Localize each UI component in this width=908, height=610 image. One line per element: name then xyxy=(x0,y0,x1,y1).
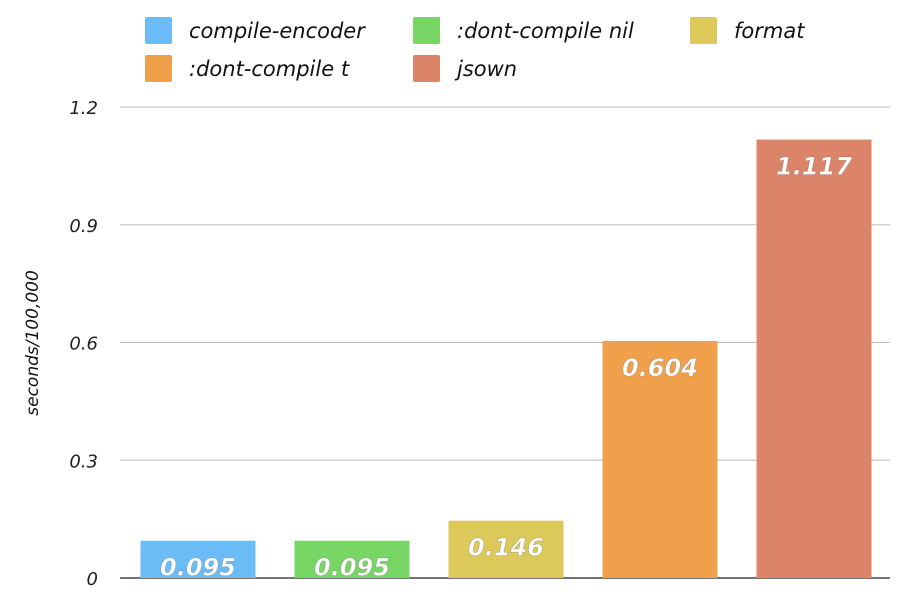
legend-label: jsown xyxy=(457,56,518,81)
bar-value-label: 0.146 xyxy=(468,534,544,562)
legend-swatch xyxy=(413,17,440,44)
bar xyxy=(602,340,718,578)
y-axis-label: seconds/100,000 xyxy=(23,270,43,416)
legend-item: format xyxy=(690,17,804,44)
legend-item: compile-encoder xyxy=(145,17,365,44)
legend-swatch xyxy=(413,55,440,82)
bar xyxy=(756,139,872,578)
bar xyxy=(448,520,564,578)
bar xyxy=(294,540,410,578)
y-tick-label: 0.3 xyxy=(69,451,98,472)
y-tick-label: 0.6 xyxy=(69,334,98,355)
bar-value-label: 0.095 xyxy=(314,554,390,582)
legend-label: compile-encoder xyxy=(189,18,365,43)
bar-value-label: 0.095 xyxy=(160,554,236,582)
bar-value-label: 0.604 xyxy=(622,354,698,382)
y-tick-label: 0.9 xyxy=(69,216,98,237)
legend-swatch xyxy=(145,17,172,44)
bar xyxy=(140,540,256,578)
legend-item: :dont-compile t xyxy=(145,55,349,82)
y-tick-label: 0 xyxy=(87,569,98,590)
legend-item: jsown xyxy=(413,55,517,82)
bar-value-label: 1.117 xyxy=(776,153,852,181)
legend-swatch xyxy=(145,55,172,82)
legend-label: :dont-compile t xyxy=(189,56,350,81)
legend-label: format xyxy=(734,18,805,43)
legend-label: :dont-compile nil xyxy=(457,18,634,43)
y-tick-label: 1.2 xyxy=(69,98,98,119)
legend-swatch xyxy=(690,17,717,44)
legend-item: :dont-compile nil xyxy=(413,17,634,44)
